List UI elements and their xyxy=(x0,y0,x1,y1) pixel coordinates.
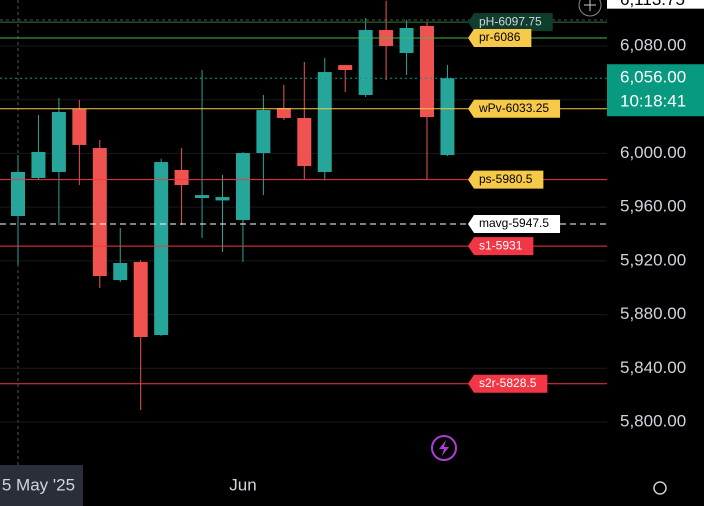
candle-body xyxy=(338,65,353,71)
level-label: mavg-5947.5 xyxy=(468,214,561,233)
y-tick-label: 5,800.00 xyxy=(620,412,686,431)
y-tick-label: 6,000.00 xyxy=(620,143,686,162)
candle-body xyxy=(174,169,189,185)
candle-body xyxy=(195,195,210,199)
last-price-label: 6,056.00 xyxy=(620,68,686,87)
lightning-button[interactable] xyxy=(431,435,457,461)
level-label-text: wPv-6033.25 xyxy=(478,101,549,115)
y-tick-label: 5,880.00 xyxy=(620,304,686,323)
level-label-text: s2r-5828.5 xyxy=(479,376,537,390)
add-icon xyxy=(584,0,596,11)
level-label-text: s1-5931 xyxy=(479,238,523,252)
y-tick-label: 5,920.00 xyxy=(620,250,686,269)
candle-body xyxy=(440,78,455,156)
candle-body xyxy=(113,263,128,281)
y-tick-label: 6,080.00 xyxy=(620,35,686,54)
candle-body xyxy=(235,153,250,221)
last-price-box xyxy=(607,64,704,117)
level-label-box xyxy=(468,99,561,118)
candle-body xyxy=(399,28,414,53)
candle-body xyxy=(51,111,66,172)
level-label-text: pH-6097.75 xyxy=(479,14,542,28)
y-tick-label: 5,840.00 xyxy=(620,358,686,377)
level-label-box xyxy=(468,214,561,233)
level-label-box xyxy=(468,13,553,32)
level-label-box xyxy=(468,237,534,256)
high-marker-box xyxy=(607,0,704,9)
level-label-text: mavg-5947.5 xyxy=(479,216,549,230)
high-marker-label: 6,113.75 xyxy=(620,0,685,9)
level-label: ps-5980.5 xyxy=(468,170,544,189)
candle-body xyxy=(31,151,46,179)
level-label: wPv-6033.25 xyxy=(468,99,561,118)
level-label: s2r-5828.5 xyxy=(468,374,548,393)
candle-body xyxy=(358,30,373,96)
candle-body xyxy=(297,117,312,167)
x-label-highlight xyxy=(0,465,84,506)
candle-body xyxy=(420,25,434,118)
candle-body xyxy=(72,108,87,145)
x-tick-label: Jun xyxy=(229,475,256,494)
level-label: pH-6097.75 xyxy=(468,13,553,32)
level-label: s1-5931 xyxy=(468,237,534,256)
candle-body xyxy=(154,162,169,336)
x-tick-label: 5 May '25 xyxy=(2,475,75,494)
level-label-box xyxy=(468,374,548,393)
settings-button[interactable] xyxy=(653,481,667,495)
candle-body xyxy=(11,171,25,217)
candle-body xyxy=(92,148,107,277)
candle-body xyxy=(317,72,332,172)
level-label-text: ps-5980.5 xyxy=(479,172,533,186)
last-price-time: 10:18:41 xyxy=(620,92,686,111)
candle-body xyxy=(276,108,291,118)
candle-body xyxy=(256,110,271,154)
level-label-box xyxy=(468,170,544,189)
candle-body xyxy=(133,261,148,338)
level-label: pr-6086 xyxy=(468,28,532,47)
lightning-icon xyxy=(439,440,449,456)
y-tick-label: 5,960.00 xyxy=(620,197,686,216)
level-label-text: pr-6086 xyxy=(479,30,521,44)
level-label-box xyxy=(468,28,532,47)
candle-body xyxy=(215,197,230,201)
